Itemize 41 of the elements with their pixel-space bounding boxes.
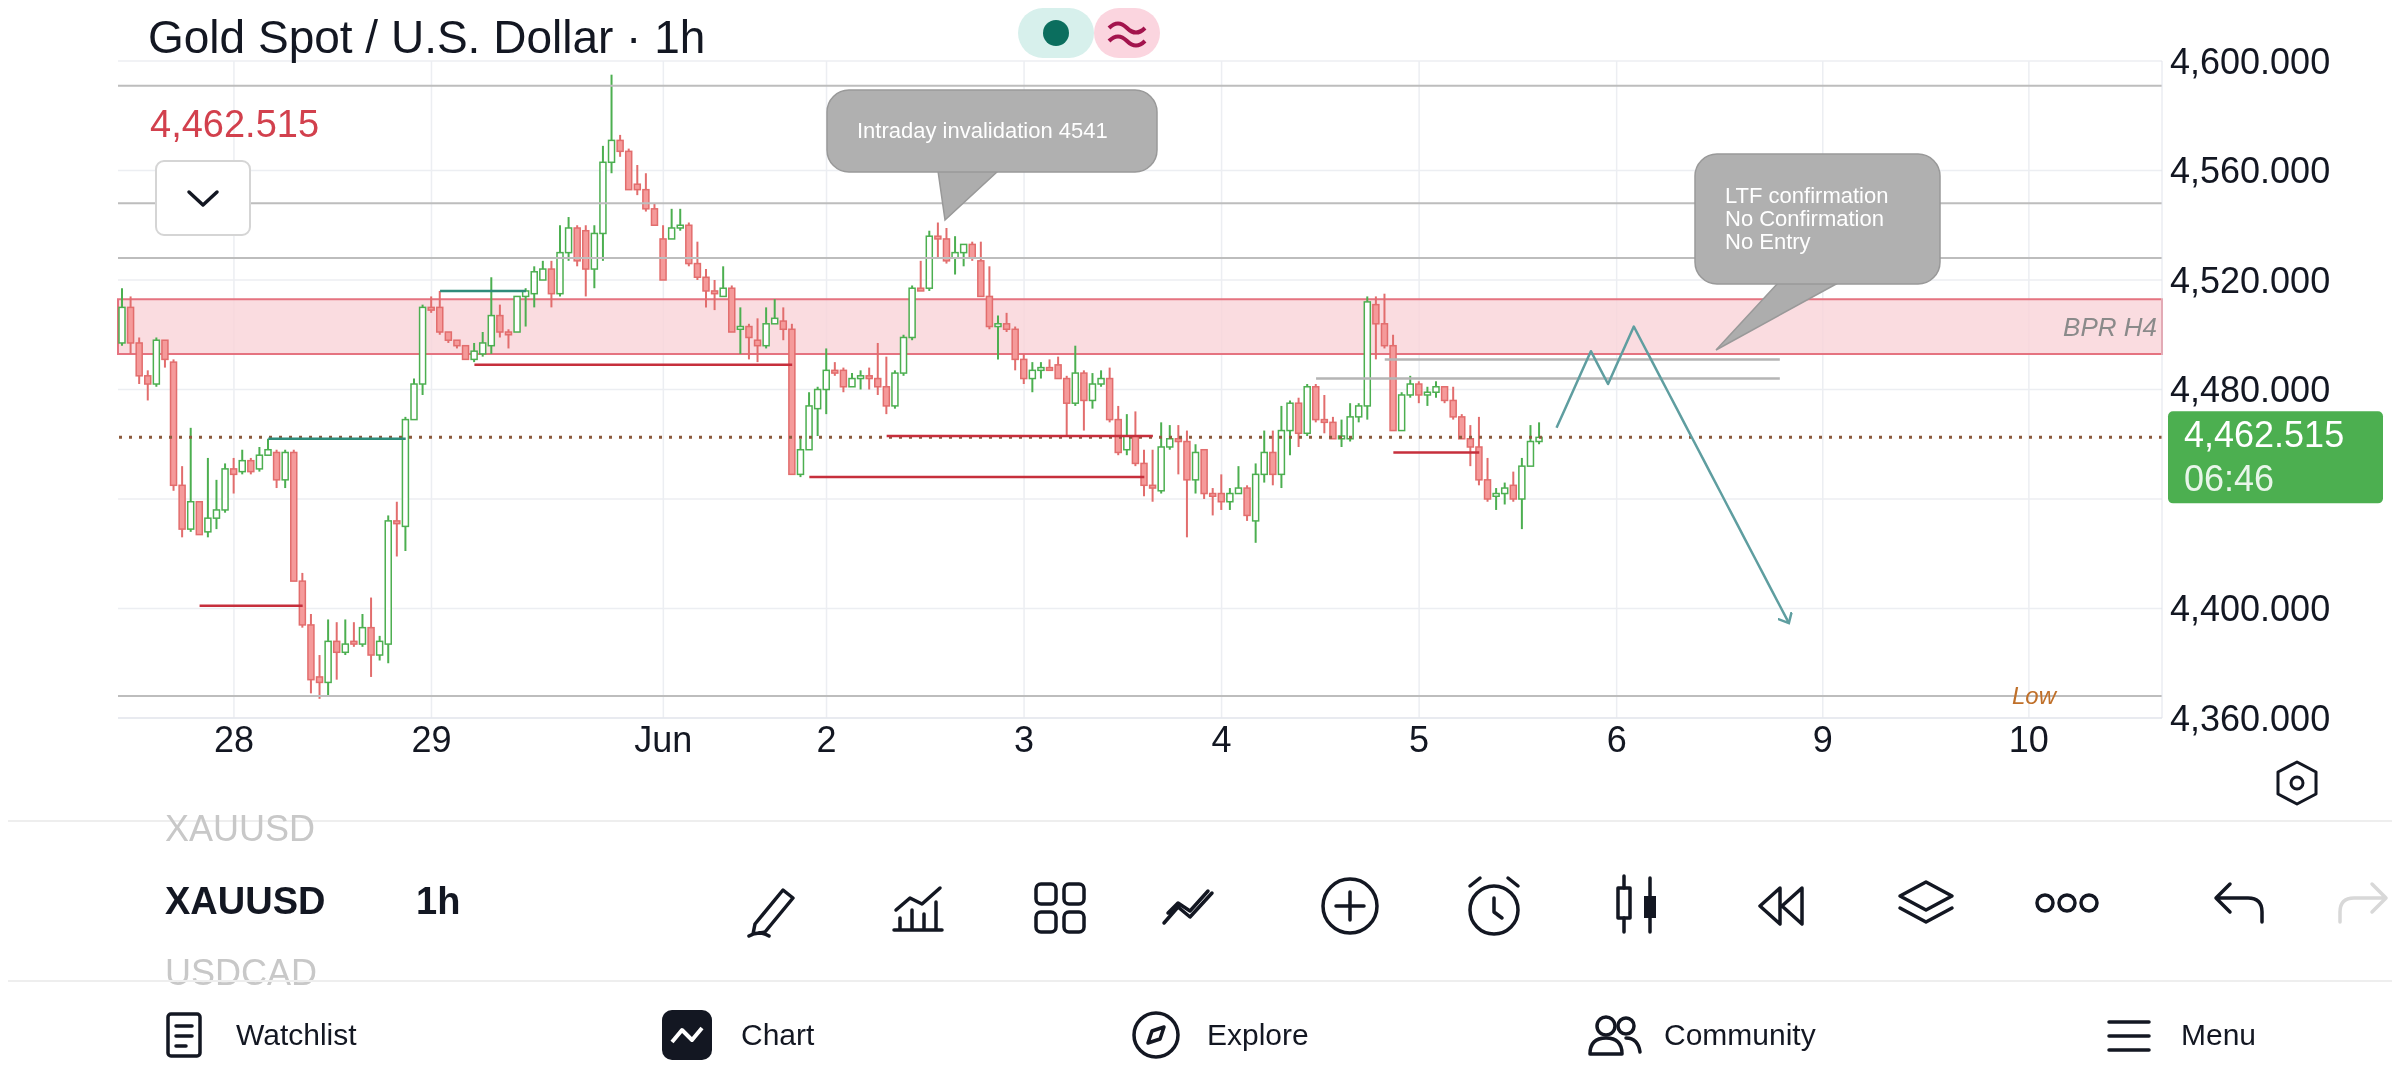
text: Menu: [2181, 1018, 2257, 1052]
annotation: 4,462.515: [150, 103, 320, 146]
y-tick-label: 4,520.000: [2170, 259, 2331, 301]
x-tick-label: Jun: [634, 718, 693, 760]
y-tick-label: 4,360.000: [2170, 697, 2331, 739]
x-tick-label: 3: [1014, 718, 1035, 760]
candlestick: [1191, 443, 1200, 495]
text: XAUUSD: [165, 880, 326, 923]
text: 06:46: [2184, 458, 2275, 500]
candlestick: [229, 456, 238, 495]
candlestick: [753, 317, 762, 364]
candlestick: [1363, 295, 1372, 421]
x-tick-label: 2: [816, 718, 837, 760]
y-tick-label: 4,480.000: [2170, 369, 2331, 411]
text: Community: [1664, 1018, 1816, 1052]
y-tick-label: 4,400.000: [2170, 588, 2331, 630]
band-label: BPR H4: [2063, 311, 2157, 342]
y-tick-label: 4,600.000: [2170, 40, 2331, 82]
text: Watchlist: [236, 1018, 357, 1052]
candlestick: [736, 306, 745, 355]
x-tick-label: 29: [411, 718, 452, 760]
candlestick: [332, 621, 341, 681]
candlestick: [487, 276, 496, 355]
y-tick-label: 4,560.000: [2170, 150, 2331, 192]
ref-line-label: Low: [2012, 682, 2058, 710]
x-tick-label: 5: [1409, 718, 1430, 760]
ref-line-label: 4,462.515: [2184, 414, 2345, 456]
x-tick-label: 9: [1812, 718, 1833, 760]
candlestick: [1269, 429, 1277, 487]
text: 1h: [416, 880, 461, 923]
x-tick-label: 28: [213, 718, 254, 760]
x-tick-label: 6: [1606, 718, 1627, 760]
candlestick: [367, 596, 375, 678]
text: Explore: [1207, 1018, 1309, 1052]
x-tick-label: 10: [2008, 718, 2049, 760]
chart-title: Gold Spot / U.S. Dollar · 1h: [148, 10, 706, 64]
annotation: LTF confirmation No Confirmation No Entry: [1725, 183, 1889, 255]
text: Chart: [741, 1018, 815, 1052]
x-tick-label: 4: [1211, 718, 1232, 760]
candlestick: [393, 500, 401, 558]
annotation: Intraday invalidation 4541: [857, 118, 1108, 144]
